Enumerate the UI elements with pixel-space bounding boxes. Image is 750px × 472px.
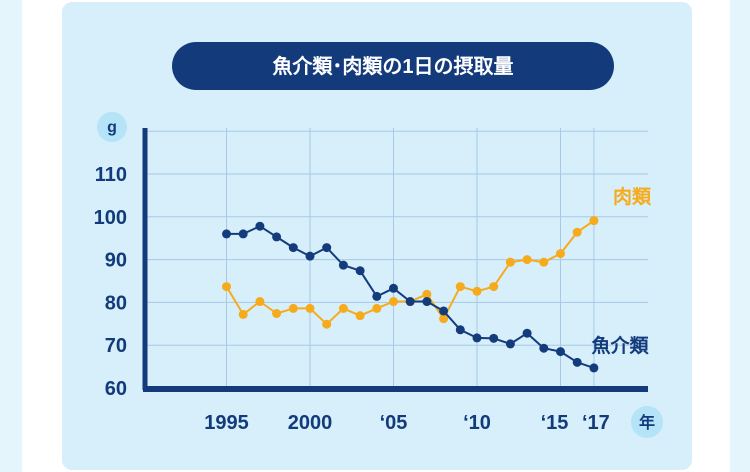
fish-data-point: [288, 243, 298, 253]
meat-data-point: [288, 303, 298, 313]
meat-series-line: [225, 219, 595, 326]
fish-data-point: [489, 333, 499, 343]
series: [222, 216, 599, 373]
fish-series-label: 魚介類: [591, 334, 649, 357]
meat-data-point: [322, 319, 332, 329]
meat-series-label: 肉類: [613, 185, 652, 208]
y-unit-badge: [97, 112, 127, 142]
fish-data-point: [372, 291, 382, 301]
meat-data-point: [589, 216, 599, 226]
fish-data-point: [255, 221, 265, 231]
meat-data-point: [439, 314, 449, 324]
meat-data-point: [556, 249, 565, 259]
y-tick-label: 100: [94, 207, 127, 229]
fish-data-point: [355, 266, 365, 276]
meat-data-point: [455, 282, 465, 292]
grid: [143, 128, 648, 388]
y-tick-label: 60: [105, 378, 127, 400]
meat-data-point: [338, 303, 348, 313]
y-tick-label: 90: [105, 250, 127, 272]
fish-data-point: [539, 343, 549, 353]
fish-data-point: [389, 283, 398, 293]
y-unit-label: g: [107, 119, 117, 136]
x-tick-label: 2000: [288, 412, 333, 434]
y-tick-label: 70: [105, 335, 127, 357]
fish-data-point: [472, 333, 482, 343]
meat-data-point: [572, 227, 582, 237]
fish-data-point: [439, 306, 449, 316]
y-tick-label: 80: [105, 292, 127, 314]
chart-title: 魚介類･肉類の1日の摂取量: [272, 54, 513, 78]
meat-data-point: [255, 297, 265, 307]
x-tick-labels: 1995 2000 ‘05 ‘10 ‘15 ‘17: [204, 412, 610, 434]
meat-data-point: [522, 255, 532, 265]
fish-data-point: [322, 243, 332, 253]
x-unit-label: 年: [639, 413, 655, 432]
fish-data-point: [338, 260, 348, 270]
fish-data-point: [556, 347, 565, 357]
meat-data-point: [355, 311, 365, 321]
meat-data-point: [305, 303, 315, 313]
x-tick-label: ‘05: [380, 412, 408, 434]
y-tick-label: 110: [95, 164, 127, 186]
y-tick-labels: 60 70 80 90 100 110: [94, 164, 127, 400]
meat-data-point: [489, 282, 499, 292]
fish-data-point: [572, 357, 582, 367]
x-tick-label: ‘10: [463, 412, 491, 434]
fish-data-point: [589, 363, 599, 373]
meat-data-point: [389, 297, 398, 307]
fish-data-point: [522, 328, 532, 338]
fish-data-point: [505, 339, 515, 349]
fish-data-point: [405, 297, 415, 307]
x-tick-label: ‘17: [582, 412, 610, 434]
meat-data-point: [472, 286, 482, 296]
meat-data-point: [539, 257, 549, 267]
meat-data-point: [272, 309, 282, 319]
meat-data-point: [505, 257, 515, 267]
x-tick-label: ‘15: [541, 412, 569, 434]
fish-data-point: [455, 325, 465, 335]
fish-data-point: [305, 251, 315, 261]
fish-data-point: [272, 232, 282, 242]
meat-data-point: [238, 309, 248, 319]
axes: [142, 128, 648, 392]
meat-data-point: [422, 289, 432, 299]
fish-data-point: [222, 229, 231, 239]
x-tick-label: 1995: [204, 412, 249, 434]
fish-data-point: [422, 297, 432, 307]
meat-data-point: [222, 282, 231, 292]
title-pill: [172, 42, 614, 90]
meat-data-point: [372, 303, 382, 313]
fish-data-point: [238, 229, 248, 239]
x-unit-badge: [631, 406, 663, 438]
